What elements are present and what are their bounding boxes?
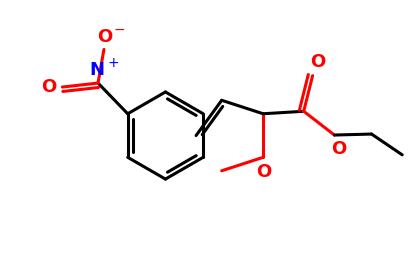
Text: O: O [331,140,346,158]
Text: O: O [97,28,112,46]
Text: −: − [114,23,125,37]
Text: O: O [256,163,271,181]
Text: O: O [310,53,325,71]
Text: N: N [89,61,104,79]
Text: O: O [41,78,56,96]
Text: +: + [107,56,119,70]
